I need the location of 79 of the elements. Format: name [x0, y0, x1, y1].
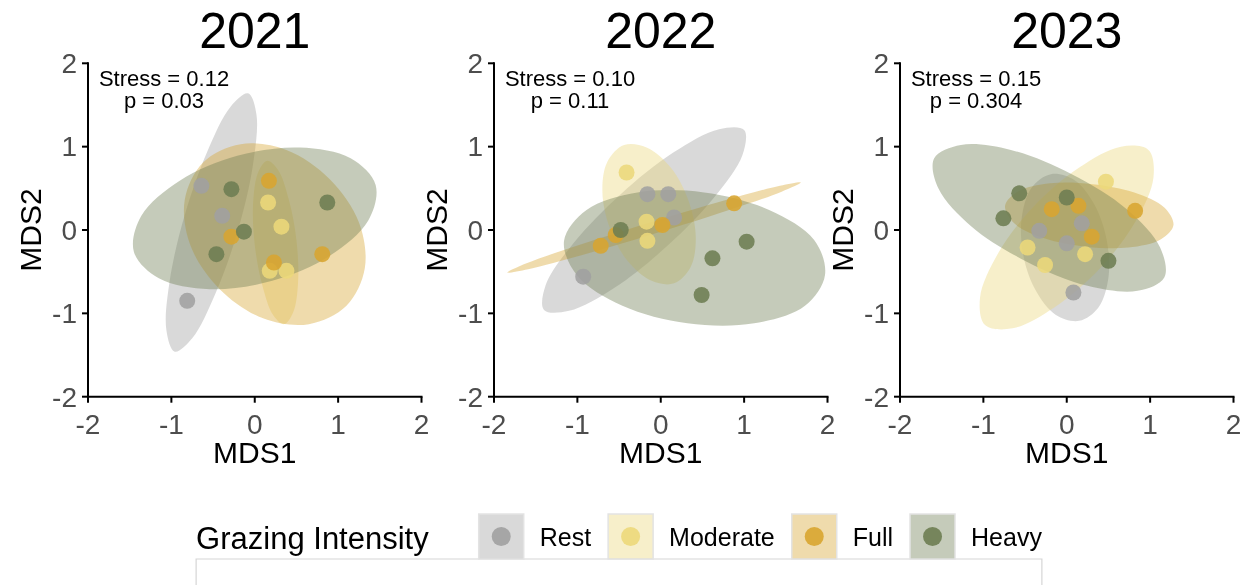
point [1058, 189, 1075, 206]
point [1019, 239, 1036, 256]
point [726, 195, 743, 212]
point [575, 268, 592, 285]
point [1031, 222, 1048, 239]
y-tick-label: 2 [61, 48, 77, 80]
x-tick-label: -1 [970, 408, 996, 440]
point [1065, 284, 1082, 301]
x-tick-label: -1 [158, 408, 184, 440]
point [1073, 215, 1090, 232]
point [1011, 185, 1028, 202]
y-tick-label: -1 [458, 298, 483, 330]
chart-title: 2021 [199, 3, 311, 59]
y-axis-title: MDS2 [14, 188, 47, 272]
x-tick-label: 2 [819, 408, 836, 440]
x-tick-label: 1 [1142, 408, 1158, 440]
point [208, 246, 225, 263]
point [179, 292, 196, 309]
point [319, 194, 336, 211]
y-axis-title: MDS2 [420, 188, 453, 272]
point [639, 232, 656, 249]
y-tick-label: 1 [873, 131, 889, 163]
point [639, 186, 656, 203]
x-tick-label: -1 [564, 408, 590, 440]
point [1043, 201, 1060, 218]
point [592, 237, 609, 254]
y-tick-label: 2 [873, 48, 889, 80]
y-tick-label: 1 [61, 131, 77, 163]
point [612, 222, 629, 238]
x-tick-label: 1 [330, 408, 346, 440]
point [654, 217, 671, 233]
point [1077, 246, 1094, 263]
point [260, 172, 277, 189]
point [278, 262, 295, 279]
point [193, 177, 210, 194]
point [273, 218, 290, 235]
y-tick-label: 0 [467, 214, 483, 246]
y-tick-label: -2 [458, 381, 483, 413]
point [1100, 252, 1117, 269]
point [1070, 197, 1087, 214]
point [1097, 173, 1114, 190]
point [618, 164, 635, 181]
point [260, 194, 277, 211]
point [738, 233, 755, 250]
x-tick-label: 2 [413, 408, 430, 440]
point [995, 210, 1012, 227]
point [704, 250, 721, 267]
legend-label: Heavy [971, 523, 1043, 551]
y-tick-label: 2 [467, 48, 483, 80]
point [660, 186, 677, 203]
y-tick-label: -1 [52, 298, 77, 330]
point [314, 246, 331, 263]
point [223, 181, 240, 198]
point [214, 207, 231, 224]
point [666, 209, 683, 226]
legend-title: Grazing Intensity [196, 521, 430, 556]
y-tick-label: -2 [864, 381, 889, 413]
y-tick-label: 0 [873, 214, 889, 246]
point [1037, 257, 1054, 274]
x-tick-label: 1 [736, 408, 752, 440]
point [1127, 202, 1144, 219]
x-tick-label: 2 [1225, 408, 1242, 440]
legend-label: Full [852, 523, 894, 551]
chart-title: 2023 [1011, 3, 1123, 59]
y-axis-title: MDS2 [826, 188, 859, 272]
point [693, 287, 710, 304]
y-tick-label: -2 [52, 381, 77, 413]
legend-label: Rest [539, 523, 592, 551]
y-tick-label: -1 [864, 298, 889, 330]
legend-label: Moderate [669, 523, 775, 551]
point [235, 223, 252, 240]
y-tick-label: 1 [467, 131, 483, 163]
y-tick-label: 0 [61, 214, 77, 246]
point [1058, 235, 1075, 252]
chart-title: 2022 [605, 3, 717, 59]
point [265, 254, 282, 271]
point [638, 213, 655, 230]
point [1083, 228, 1100, 245]
point [223, 228, 240, 245]
